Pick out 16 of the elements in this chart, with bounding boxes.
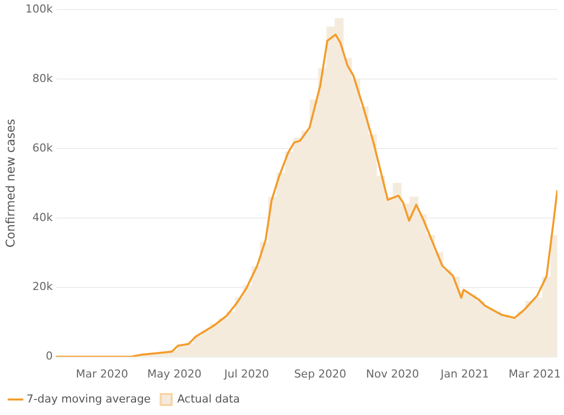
legend-label: 7-day moving average (26, 392, 151, 406)
x-tick-label: Mar 2021 (508, 367, 561, 380)
y-tick-label: 20k (32, 280, 54, 294)
x-tick-label: Sep 2020 (294, 367, 346, 380)
x-tick-label: May 2020 (147, 367, 202, 380)
y-tick-label: 0 (46, 350, 53, 363)
x-tick-label: Nov 2020 (366, 367, 419, 380)
legend-label: Actual data (177, 392, 240, 406)
y-tick-label: 100k (25, 2, 54, 16)
y-tick-label: 60k (32, 141, 54, 154)
x-tick-label: Jul 2020 (223, 367, 270, 380)
y-tick-label: 80k (32, 72, 54, 85)
x-tick-label: Mar 2020 (76, 367, 128, 380)
y-tick-label: 40k (32, 210, 54, 224)
y-axis-title: Confirmed new cases (3, 118, 18, 248)
x-tick-label: Jan 2021 (440, 367, 490, 380)
